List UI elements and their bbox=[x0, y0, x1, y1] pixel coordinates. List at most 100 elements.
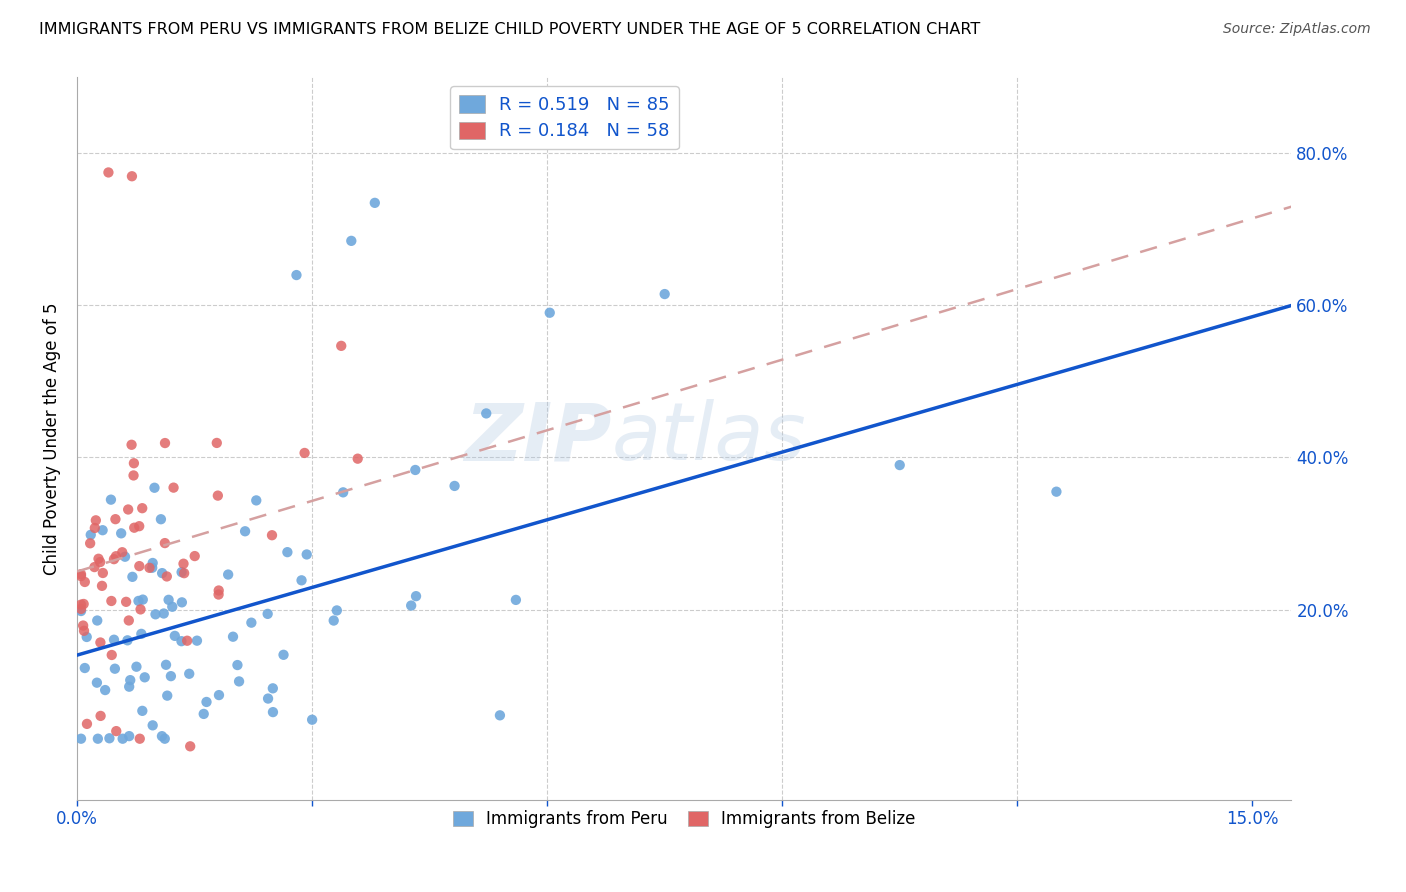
Point bbox=[143, 481, 166, 495]
Point bbox=[208, 583, 231, 598]
Point bbox=[89, 555, 111, 569]
Point bbox=[1045, 484, 1067, 499]
Point bbox=[233, 524, 256, 539]
Point bbox=[111, 545, 134, 559]
Point bbox=[122, 521, 145, 535]
Point bbox=[117, 633, 139, 648]
Point bbox=[155, 657, 177, 672]
Point bbox=[70, 567, 93, 582]
Point bbox=[114, 549, 136, 564]
Point bbox=[256, 607, 278, 621]
Point bbox=[83, 560, 105, 574]
Point bbox=[257, 691, 280, 706]
Point bbox=[122, 468, 145, 483]
Point bbox=[170, 565, 193, 579]
Point bbox=[128, 731, 150, 746]
Point bbox=[153, 731, 176, 746]
Point bbox=[125, 659, 148, 673]
Point bbox=[149, 512, 172, 526]
Point bbox=[118, 680, 141, 694]
Point bbox=[489, 708, 512, 723]
Point bbox=[193, 706, 215, 721]
Point bbox=[86, 614, 108, 628]
Point bbox=[340, 234, 363, 248]
Point bbox=[176, 633, 198, 648]
Point bbox=[76, 717, 98, 731]
Point bbox=[443, 479, 465, 493]
Point bbox=[222, 630, 245, 644]
Point bbox=[538, 306, 561, 320]
Point bbox=[346, 451, 368, 466]
Point bbox=[240, 615, 263, 630]
Point bbox=[70, 731, 93, 746]
Point bbox=[100, 492, 122, 507]
Point bbox=[138, 561, 160, 575]
Point bbox=[73, 661, 96, 675]
Point bbox=[128, 519, 150, 533]
Point bbox=[179, 666, 201, 681]
Point bbox=[186, 633, 208, 648]
Point bbox=[226, 658, 249, 673]
Point bbox=[104, 662, 127, 676]
Point bbox=[228, 674, 250, 689]
Point bbox=[128, 559, 150, 574]
Point bbox=[103, 552, 125, 566]
Point bbox=[332, 485, 354, 500]
Point bbox=[91, 579, 114, 593]
Text: ZIP: ZIP bbox=[464, 400, 612, 477]
Point bbox=[72, 618, 94, 632]
Point bbox=[217, 567, 239, 582]
Point bbox=[301, 713, 323, 727]
Point bbox=[207, 588, 229, 602]
Point bbox=[475, 406, 498, 420]
Point bbox=[100, 594, 122, 608]
Point bbox=[121, 570, 143, 584]
Point bbox=[285, 268, 308, 282]
Text: IMMIGRANTS FROM PERU VS IMMIGRANTS FROM BELIZE CHILD POVERTY UNDER THE AGE OF 5 : IMMIGRANTS FROM PERU VS IMMIGRANTS FROM … bbox=[39, 22, 980, 37]
Point bbox=[205, 436, 228, 450]
Point bbox=[152, 607, 174, 621]
Point bbox=[173, 566, 195, 581]
Point bbox=[103, 632, 125, 647]
Point bbox=[179, 739, 201, 754]
Point bbox=[157, 592, 180, 607]
Point bbox=[156, 689, 179, 703]
Point bbox=[121, 438, 143, 452]
Point bbox=[90, 709, 112, 723]
Point bbox=[156, 569, 179, 583]
Point bbox=[295, 548, 318, 562]
Point bbox=[162, 481, 184, 495]
Point bbox=[105, 724, 128, 739]
Point bbox=[170, 595, 193, 609]
Point bbox=[132, 592, 155, 607]
Point bbox=[80, 528, 103, 542]
Point bbox=[330, 339, 353, 353]
Point bbox=[86, 675, 108, 690]
Point bbox=[153, 536, 176, 550]
Point bbox=[142, 718, 165, 732]
Point bbox=[207, 489, 229, 503]
Point bbox=[91, 523, 114, 537]
Text: Source: ZipAtlas.com: Source: ZipAtlas.com bbox=[1223, 22, 1371, 37]
Point bbox=[87, 551, 110, 566]
Point bbox=[322, 614, 344, 628]
Point bbox=[150, 729, 173, 743]
Point bbox=[79, 536, 101, 550]
Point bbox=[134, 670, 156, 684]
Point bbox=[399, 599, 422, 613]
Text: atlas: atlas bbox=[612, 400, 806, 477]
Point bbox=[145, 607, 167, 622]
Point bbox=[294, 446, 316, 460]
Point bbox=[195, 695, 218, 709]
Point bbox=[72, 597, 94, 611]
Point bbox=[131, 627, 153, 641]
Point bbox=[91, 566, 114, 580]
Point bbox=[87, 731, 110, 746]
Point bbox=[260, 528, 283, 542]
Point bbox=[104, 549, 127, 564]
Point bbox=[141, 560, 163, 574]
Point bbox=[131, 501, 153, 516]
Point bbox=[70, 602, 93, 616]
Point bbox=[70, 604, 93, 618]
Point bbox=[163, 629, 186, 643]
